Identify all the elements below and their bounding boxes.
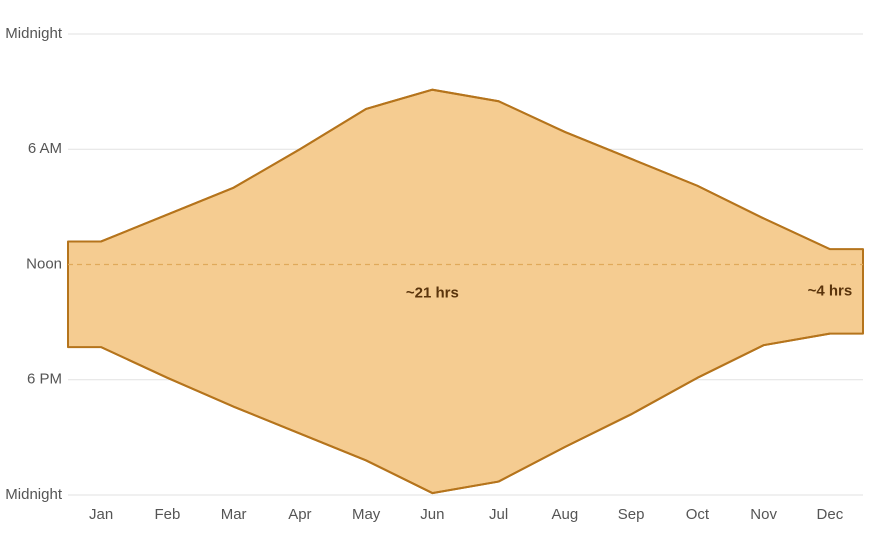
annotation: ~4 hrs [808, 282, 853, 299]
sunset-line [100, 332, 831, 495]
x-tick-label: Feb [154, 506, 180, 523]
y-tick-label: 6 AM [28, 140, 62, 157]
x-tick-label: Jan [89, 506, 113, 523]
sunrise-line [100, 88, 831, 251]
x-tick-label: Nov [750, 506, 777, 523]
daylight-band [67, 88, 864, 495]
x-tick-label: Mar [221, 506, 247, 523]
y-tick-label: Midnight [5, 25, 63, 42]
y-tick-label: 6 PM [27, 371, 62, 388]
x-tick-label: Aug [552, 506, 579, 523]
x-tick-label: Sep [618, 506, 645, 523]
x-tick-label: Jul [489, 506, 508, 523]
x-tick-label: Apr [288, 506, 311, 523]
y-tick-label: Noon [26, 255, 62, 272]
annotation: ~21 hrs [406, 284, 459, 301]
y-tick-label: Midnight [5, 486, 63, 503]
x-tick-label: Jun [420, 506, 444, 523]
x-tick-label: Oct [686, 506, 710, 523]
x-tick-label: Dec [817, 506, 844, 523]
x-tick-label: May [352, 506, 381, 523]
